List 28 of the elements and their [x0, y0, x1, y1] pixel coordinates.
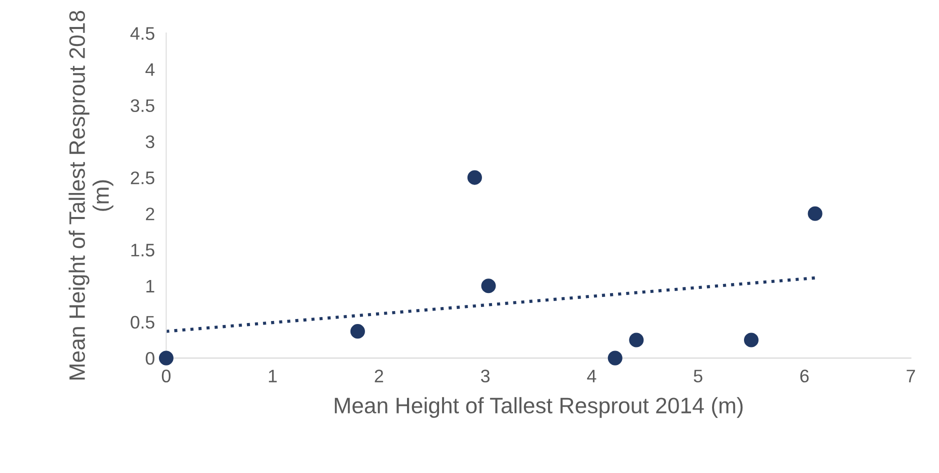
y-tick-label: 3.5: [130, 99, 154, 112]
y-tick-label: 4: [145, 63, 155, 76]
point: [350, 324, 365, 339]
x-tick-label: 0: [162, 370, 171, 382]
y-tick-label: 1: [146, 280, 154, 292]
y-tick-label: 2: [146, 208, 154, 220]
point: [467, 170, 482, 185]
x-tick-label: 6: [800, 370, 809, 382]
x-tick-label: 3: [480, 370, 490, 382]
x-axis-title: Mean Height of Tallest Resprout 2014 (m): [334, 397, 743, 418]
point: [158, 350, 174, 366]
y-tick-label: 0: [146, 352, 154, 365]
x-tick-label: 4: [587, 370, 596, 382]
x-tick-label: 1: [268, 370, 277, 382]
y-tick-label: 2.5: [130, 171, 154, 184]
point: [608, 350, 622, 366]
y-tick-label: 3: [146, 135, 154, 148]
y-tick-label: 4.5: [130, 27, 154, 40]
point: [808, 206, 822, 221]
point: [629, 332, 644, 348]
y-tick-label: 1.5: [131, 244, 154, 256]
x-tick-label: 7: [906, 370, 915, 382]
y-tick-label: 0.5: [130, 316, 154, 329]
x-tick-label: 5: [694, 370, 702, 382]
y-axis-title: Mean Height of Tallest Resprout 2018 (m): [68, 10, 114, 380]
x-tick-label: 2: [374, 370, 384, 382]
point: [481, 278, 496, 294]
point: [744, 332, 759, 348]
